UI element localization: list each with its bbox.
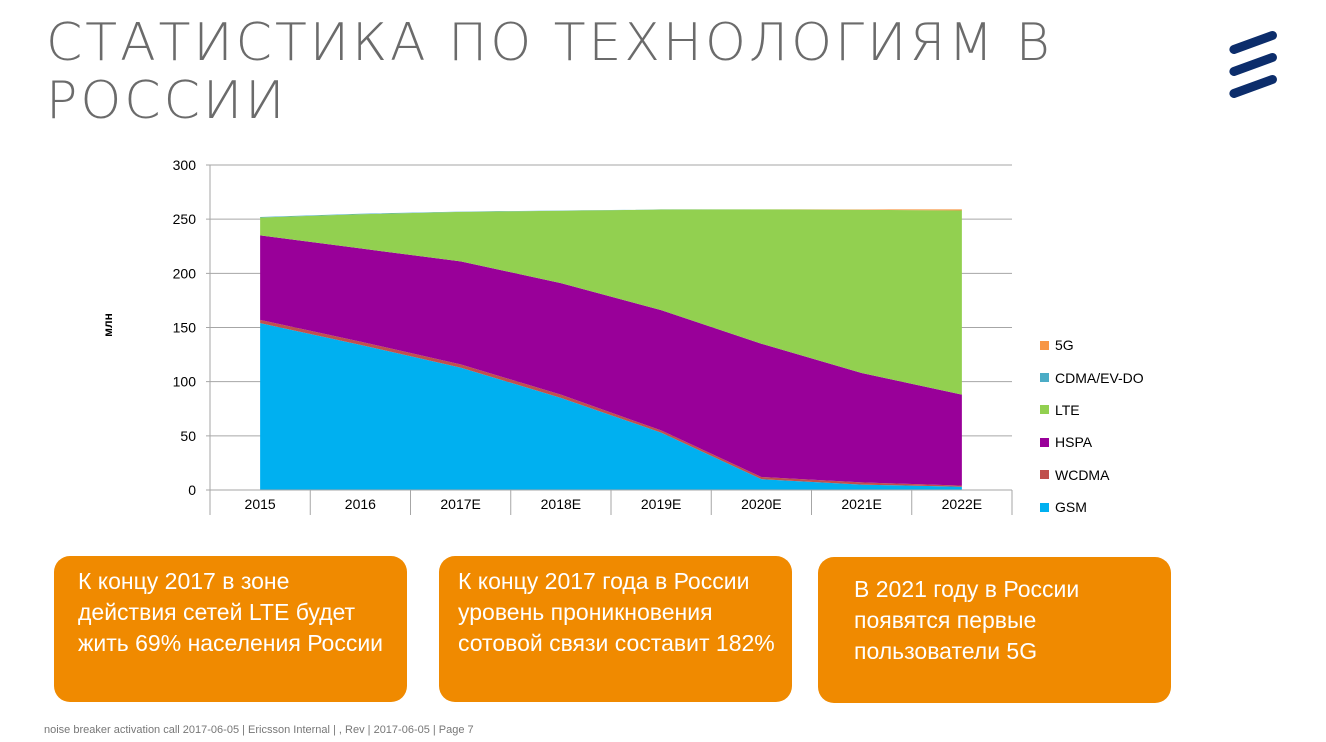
- area-series-hspa: [260, 235, 962, 486]
- info-box-text: К концу 2017 года в России уровень прони…: [458, 568, 775, 656]
- x-tick-label: 2020E: [741, 496, 781, 512]
- legend-item: 5G: [1040, 329, 1144, 361]
- footer: noise breaker activation call 2017-06-05…: [44, 724, 474, 736]
- chart-legend: 5G CDMA/EV-DO LTE HSPA WCDMA GSM: [1040, 329, 1144, 523]
- info-box-lte: К концу 2017 в зоне действия сетей LTE б…: [54, 556, 407, 702]
- y-tick-label: 150: [173, 320, 197, 336]
- x-tick-label: 2022E: [942, 496, 982, 512]
- legend-swatch: [1040, 405, 1049, 415]
- legend-swatch: [1040, 373, 1049, 383]
- y-axis-label: млн: [100, 313, 115, 337]
- y-tick-label: 200: [173, 265, 197, 281]
- area-series-wcdma: [260, 319, 962, 487]
- area-series-gsm: [260, 323, 962, 490]
- ericsson-logo-icon: [1229, 30, 1277, 98]
- legend-label: HSPA: [1055, 434, 1093, 451]
- legend-item: CDMA/EV-DO: [1040, 361, 1144, 393]
- y-tick-label: 300: [173, 157, 197, 173]
- x-tick-label: 2017E: [440, 496, 480, 512]
- info-box-penetration: К концу 2017 года в России уровень прони…: [439, 556, 792, 702]
- y-tick-label: 250: [173, 211, 197, 227]
- info-box-text: В 2021 году в России появятся первые пол…: [854, 576, 1080, 664]
- legend-item: HSPA: [1040, 426, 1144, 458]
- area-series-lte: [260, 209, 962, 395]
- legend-swatch: [1040, 340, 1049, 350]
- legend-item: WCDMA: [1040, 459, 1144, 491]
- x-tick-label: 2021E: [841, 496, 881, 512]
- page-title: Статистика по технологиям в России: [46, 13, 1053, 131]
- legend-swatch: [1040, 470, 1049, 480]
- legend-label: GSM: [1055, 499, 1087, 516]
- legend-item: GSM: [1040, 491, 1144, 523]
- y-tick-label: 50: [180, 428, 196, 444]
- info-box-5g: В 2021 году в России появятся первые пол…: [818, 557, 1171, 703]
- legend-label: 5G: [1055, 337, 1074, 354]
- x-tick-label: 2015: [245, 496, 276, 512]
- info-box-text: К концу 2017 в зоне действия сетей LTE б…: [78, 568, 384, 656]
- legend-label: LTE: [1055, 401, 1080, 418]
- x-tick-label: 2018E: [541, 496, 581, 512]
- x-tick-label: 2016: [345, 496, 376, 512]
- x-tick-label: 2019E: [641, 496, 681, 512]
- legend-label: WCDMA: [1055, 466, 1110, 483]
- legend-swatch: [1040, 502, 1049, 512]
- y-tick-label: 0: [188, 482, 196, 498]
- legend-swatch: [1040, 437, 1049, 447]
- legend-item: LTE: [1040, 394, 1144, 426]
- y-tick-label: 100: [173, 374, 197, 390]
- legend-label: CDMA/EV-DO: [1055, 369, 1144, 386]
